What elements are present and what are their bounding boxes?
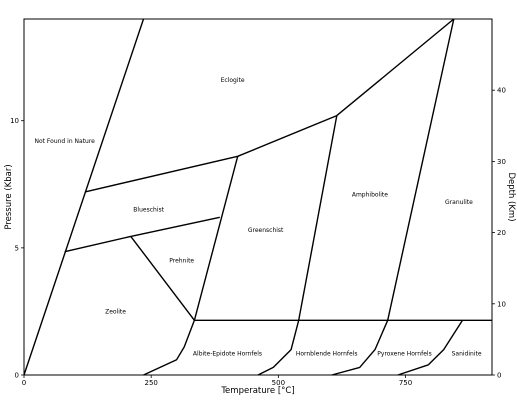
boundary-hornfels-2 bbox=[257, 320, 300, 376]
facies-label: Pyroxene Hornfels bbox=[377, 350, 431, 357]
facies-boundaries bbox=[23, 18, 492, 376]
facies-label: Greenschist bbox=[248, 227, 284, 234]
x-axis-title: Temperature [°C] bbox=[220, 386, 294, 396]
boundary-prehnite-zeolite bbox=[130, 235, 195, 321]
boundary-amphibolite-left bbox=[298, 115, 338, 321]
y-right-tick-label: 30 bbox=[497, 158, 506, 166]
facies-label: Not Found in Nature bbox=[35, 138, 96, 145]
y-left-tick-label: 0 bbox=[15, 372, 19, 380]
facies-label: Sanidinite bbox=[452, 350, 482, 357]
boundary-granulite-left bbox=[387, 18, 455, 321]
boundary-blueschist-bottom bbox=[64, 216, 220, 253]
boundary-hornfels-1 bbox=[143, 320, 196, 376]
x-tick-label: 0 bbox=[22, 379, 26, 387]
facies-label: Albite-Epidote Hornfels bbox=[193, 350, 262, 357]
facies-label: Zeolite bbox=[105, 308, 126, 315]
y-right-tick-label: 20 bbox=[497, 229, 506, 237]
y-right-tick-label: 40 bbox=[497, 87, 506, 95]
plot-frame bbox=[23, 18, 493, 376]
boundary-hornfels-4 bbox=[397, 319, 464, 376]
x-tick-label: 750 bbox=[399, 379, 412, 387]
facies-label: Prehnite bbox=[169, 258, 194, 265]
facies-label: Blueschist bbox=[133, 207, 164, 214]
facies-label: Hornblende Hornfels bbox=[296, 350, 358, 357]
y-axis-title-right: Depth (Km) bbox=[506, 172, 516, 221]
boundary-zero-pressure-line bbox=[23, 18, 145, 376]
facies-label: Granulite bbox=[445, 199, 473, 206]
facies-labels: Eclogite Not Found in Nature Blueschist Gre… bbox=[35, 77, 482, 357]
y-right-tick-label: 0 bbox=[497, 372, 501, 380]
y-right-tick-label: 10 bbox=[497, 300, 506, 308]
facies-label: Amphibolite bbox=[352, 191, 388, 198]
facies-label: Eclogite bbox=[221, 77, 245, 84]
boundary-blueschist-top bbox=[84, 18, 455, 193]
axis-ticks: 0 250 500 750 0 5 10 0 10 20 30 40 bbox=[10, 87, 506, 387]
y-axis-title-left: Pressure (Kbar) bbox=[4, 164, 14, 229]
x-tick-label: 500 bbox=[272, 379, 285, 387]
y-left-tick-label: 10 bbox=[10, 117, 19, 125]
boundary-greenschist-left bbox=[193, 156, 239, 321]
y-left-tick-label: 5 bbox=[15, 244, 19, 252]
x-tick-label: 250 bbox=[144, 379, 157, 387]
boundary-hornfels-3 bbox=[331, 320, 389, 376]
